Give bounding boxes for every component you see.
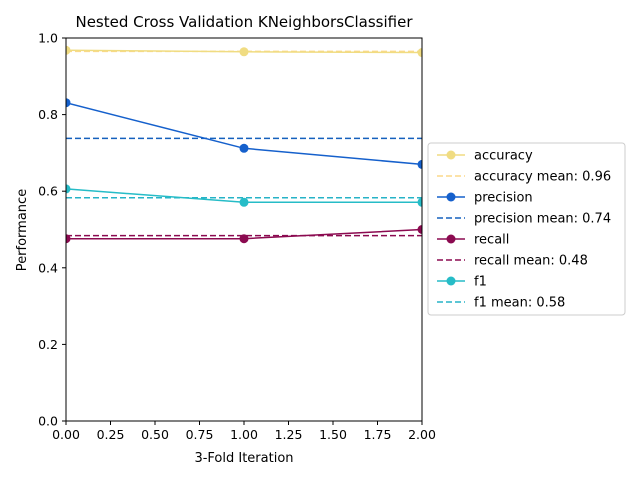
series-group [66,45,422,244]
series-precision [66,98,422,169]
f1-point [239,197,249,207]
recall-point [66,234,71,244]
legend-marker [446,192,456,202]
precision-point [239,143,249,153]
series-f1 [66,184,422,207]
legend-marker [446,234,456,244]
series-accuracy [66,45,422,58]
legend-item-precision: precision [437,191,533,206]
precision-line [66,102,422,166]
y-tick-label: 0.6 [38,184,58,199]
x-tick-label: 0.00 [52,427,80,442]
legend-label: recall mean: 0.48 [474,254,588,269]
legend-item-recall: recall [437,233,509,248]
y-tick-label: 0.2 [38,337,58,352]
x-tick-label: 1.00 [230,427,258,442]
legend-item-f1-mean: f1 mean: 0.58 [437,296,565,311]
y-tick-label: 1.0 [38,31,58,46]
precision-point [417,159,422,169]
recall-point [239,234,249,244]
chart-title: Nested Cross Validation KNeighborsClassi… [75,13,413,31]
axis-ticks: 0.00 0.25 0.50 0.75 1.00 1.25 1.50 1.75 2.00 0.0 0… [38,31,436,443]
plot-frame [65,37,423,422]
x-tick-label: 0.25 [97,427,125,442]
legend-item-precision-mean: precision mean: 0.74 [437,212,611,227]
f1-point [66,184,71,194]
accuracy-point [417,48,422,58]
legend-label: f1 mean: 0.58 [474,296,565,311]
plot-area [66,45,422,244]
legend-item-recall-mean: recall mean: 0.48 [437,254,588,269]
y-axis-label: Performance [15,189,30,271]
x-tick-label: 0.50 [141,427,169,442]
legend-box [427,142,626,316]
f1-point [417,197,422,207]
legend-label: accuracy [474,149,533,164]
recall-point [417,225,422,234]
legend-item-accuracy-mean: accuracy mean: 0.96 [437,170,611,185]
legend-label: precision mean: 0.74 [474,212,611,227]
legend-marker [446,150,456,160]
legend-label: recall [474,233,509,248]
y-tick-label: 0.8 [38,107,58,122]
x-tick-label: 2.00 [408,427,436,442]
legend-label: f1 [474,275,487,290]
legend-marker [446,276,456,286]
legend-label: precision [474,191,533,206]
x-tick-label: 1.75 [364,427,392,442]
accuracy-point [239,47,249,57]
y-tick-label: 0.4 [38,260,58,275]
precision-point [66,98,71,108]
legend-item-f1: f1 [437,275,487,290]
x-tick-label: 1.25 [275,427,303,442]
legend: accuracy accuracy mean: 0.96 precision prec… [427,142,626,316]
y-tick-label: 0.0 [38,414,58,429]
x-tick-label: 0.75 [186,427,214,442]
x-axis-label: 3-Fold Iteration [194,451,293,466]
legend-item-accuracy: accuracy [437,149,533,164]
legend-label: accuracy mean: 0.96 [474,170,611,185]
x-tick-label: 1.50 [319,427,347,442]
series-recall [66,225,422,244]
accuracy-point [66,45,71,55]
